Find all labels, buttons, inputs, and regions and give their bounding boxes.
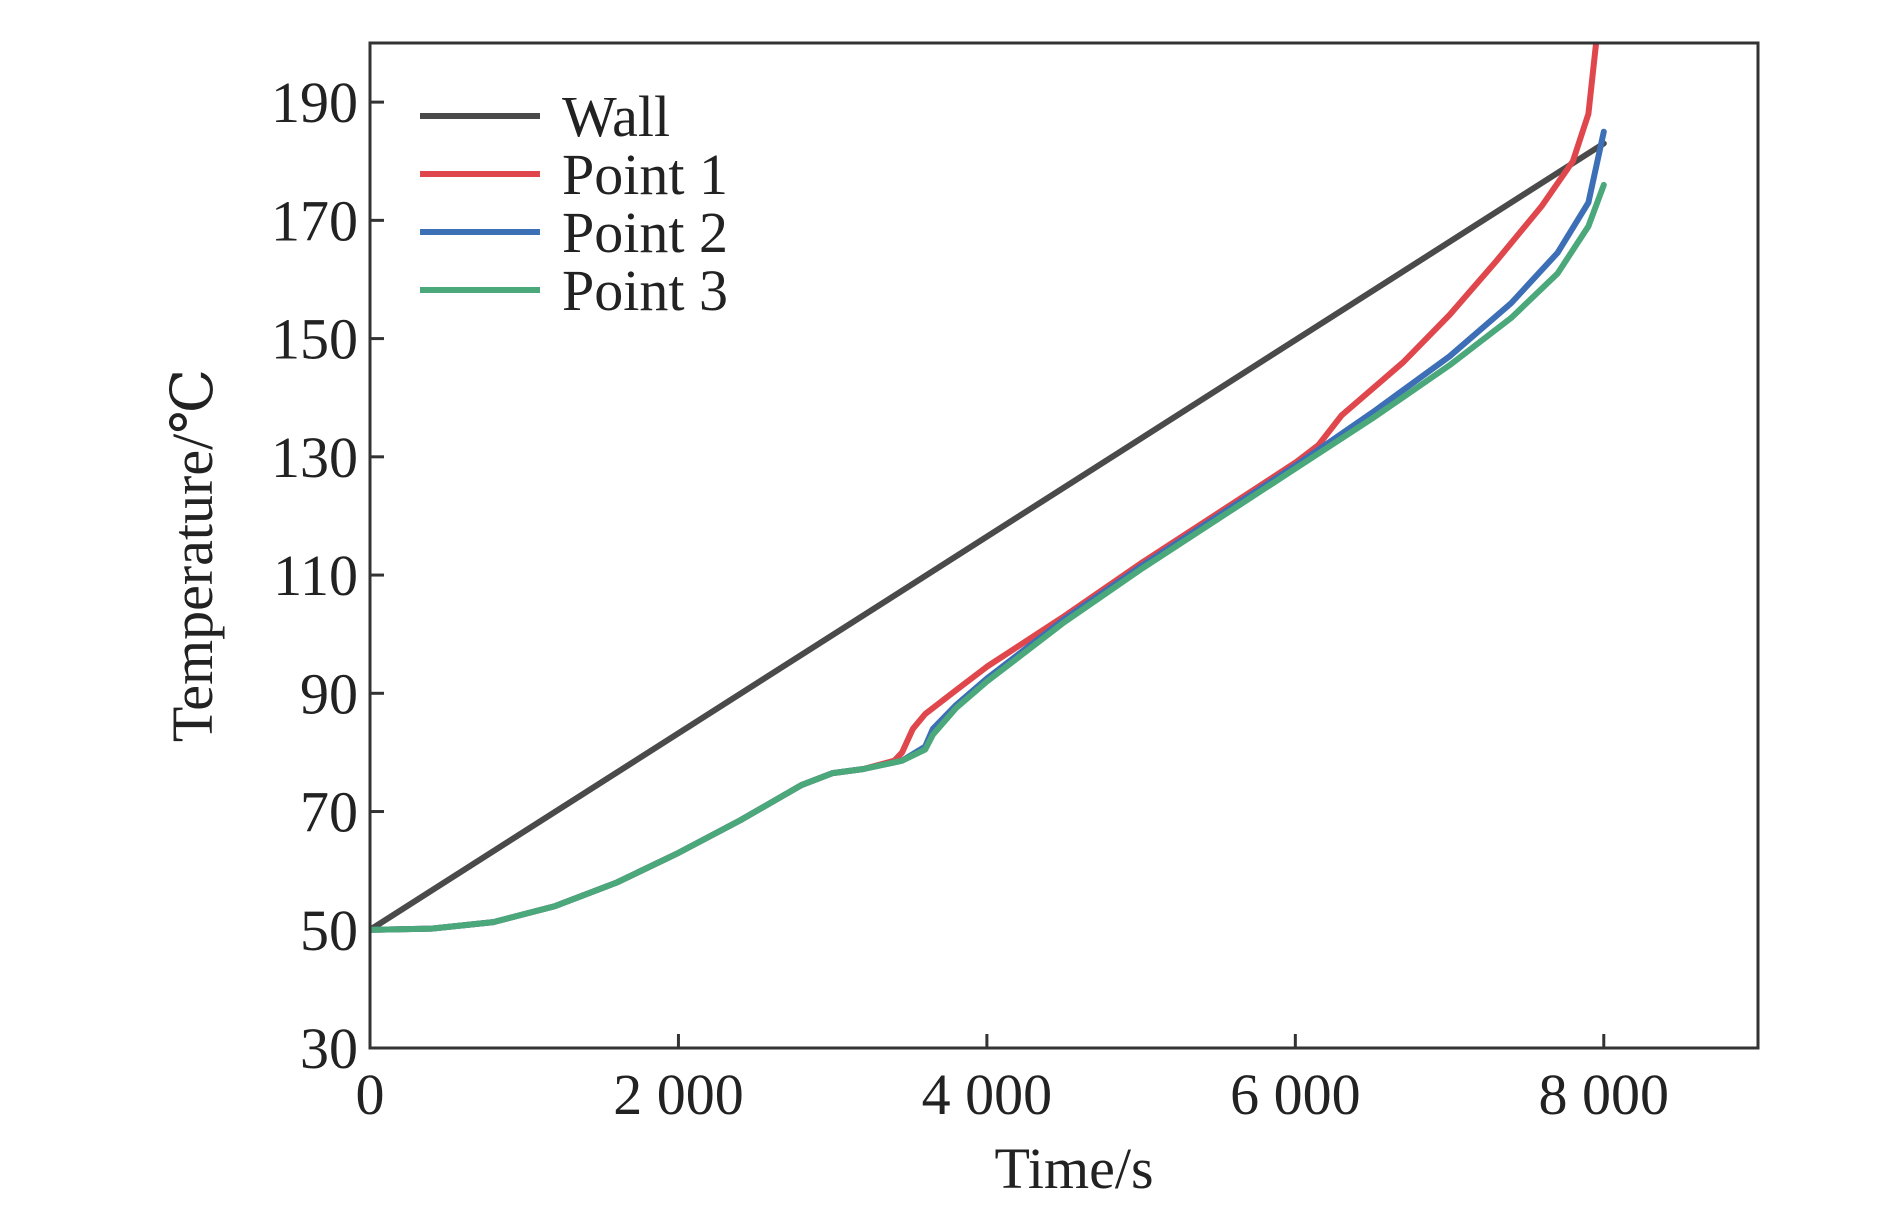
y-tick-label: 30 [300,1016,358,1081]
series-line-wall [370,140,1607,933]
x-axis-ticks: 0 2 000 4 000 6 000 8 000 [356,1034,1670,1127]
legend-label-point-2: Point 2 [562,200,728,265]
x-tick-label: 2 000 [613,1062,744,1127]
series-lines [370,43,1607,933]
y-tick-label: 190 [271,70,358,135]
x-tick-label: 8 000 [1539,1062,1670,1127]
y-axis-ticks: 30 50 70 90 110 130 150 170 190 [271,70,384,1081]
y-tick-label: 70 [300,780,358,845]
plot-frame [368,41,1760,1050]
y-tick-label: 150 [271,307,358,372]
y-tick-label: 90 [300,661,358,726]
y-axis-title: Temperature/℃ [160,369,225,742]
legend-label-point-1: Point 1 [562,142,728,207]
y-tick-label: 50 [300,898,358,963]
x-tick-label: 6 000 [1230,1062,1361,1127]
x-tick-label: 0 [356,1062,385,1127]
series-line-point-1 [370,43,1600,933]
y-tick-label: 130 [271,425,358,490]
x-tick-label: 4 000 [922,1062,1053,1127]
y-tick-label: 170 [271,188,358,253]
legend-label-wall: Wall [562,84,670,149]
x-axis-title: Time/s [994,1136,1153,1201]
series-line-point-3 [370,181,1607,933]
legend-label-point-3: Point 3 [562,258,728,323]
y-tick-label: 110 [273,543,358,608]
